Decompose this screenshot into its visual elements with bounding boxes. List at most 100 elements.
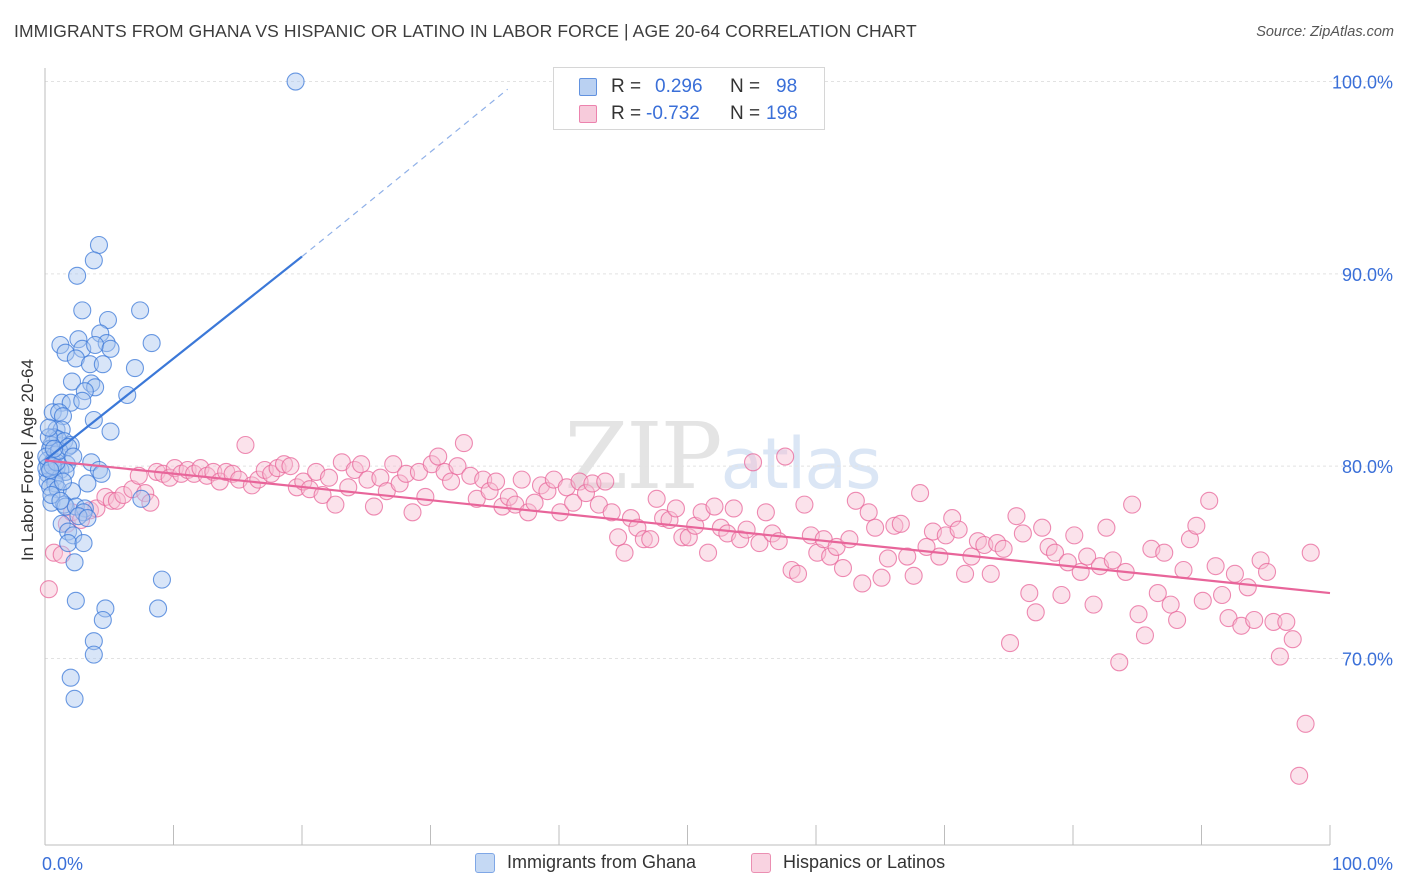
hispanic-point [519,503,538,522]
hispanic-point [641,530,660,549]
ghana-point [84,645,103,664]
ghana-point [93,610,112,630]
ghana-point [53,472,73,491]
hispanic-point [654,509,673,528]
ghana-point [131,301,150,320]
hispanic-point [442,472,461,491]
hispanic-point [1187,516,1206,535]
ghana-point [149,599,168,618]
hispanic-point [1200,491,1219,510]
ghana-point [56,497,75,516]
hispanic-point [788,564,808,583]
hispanic-point [326,495,345,514]
hispanic-point [679,528,698,547]
hispanic-point [313,485,332,505]
hispanic-point [1283,630,1302,649]
hispanic-point [416,487,435,506]
ghana-point [78,474,97,493]
chart-title: IMMIGRANTS FROM GHANA VS HISPANIC OR LAT… [14,21,917,41]
hispanic-point [731,530,750,549]
hispanic-point [1238,578,1257,597]
hispanic-point [840,530,859,549]
legend-item-hispanic: Hispanics or Latinos [751,852,945,873]
hispanic-point [615,543,634,562]
x-tick-label: 100.0% [1332,854,1393,874]
hispanic-point [1148,584,1167,603]
hispanic-point [499,487,518,506]
hispanic-point [512,470,531,489]
hispanic-point [872,568,891,587]
hispanic-point [930,547,949,566]
hispanic-point [634,530,653,549]
ghana-point [65,689,84,708]
legend-label-ghana: Immigrants from Ghana [507,852,697,872]
hispanic-point [1161,595,1180,614]
hispanic-point [609,528,628,547]
hispanic-point [981,564,1000,583]
hispanic-point [1026,603,1045,622]
ghana-point [80,355,100,374]
hispanic-point [743,453,763,472]
hispanic-point [1013,524,1032,543]
ghana-point [61,668,80,687]
hispanic-point [1257,562,1277,581]
hispanic-point [281,457,300,476]
ghana-point [69,330,88,349]
hispanic-point [454,434,473,453]
ghana-point [39,428,58,447]
hispanic-point [1103,551,1122,570]
hispanic-point [564,493,583,512]
legend-r-label: R = [611,103,642,124]
legend-swatch-blue [475,852,495,873]
hispanic-point [853,574,872,593]
hispanic-point [384,455,403,474]
hispanic-point [486,472,506,491]
hispanic-point [1174,560,1193,580]
hispanic-point [596,472,615,491]
legend-item-ghana: Immigrants from Ghana [475,852,696,873]
hispanic-point [204,462,223,481]
ghana-point [69,507,88,526]
hispanic-point [628,518,647,537]
ghana-point [96,599,115,618]
hispanic-point [756,503,775,522]
hispanic-point [102,491,121,510]
legend-swatch-pink [751,852,771,873]
hispanic-point [943,509,962,528]
ghana-point [61,435,80,455]
ghana-point [132,489,151,508]
hispanic-point [647,489,666,508]
hispanic-point [602,503,621,522]
hispanic-point [1206,557,1225,576]
ghana-point [43,403,62,422]
ghana-point [101,422,120,441]
ghana-point [61,393,80,412]
hispanic-point [274,455,294,474]
hispanic-point [846,491,865,510]
legend-n-value: 198 [766,103,798,124]
hispanic-point [538,482,557,501]
correlation-legend: R = 0.296 N = 98 R = -0.732 N = 198 [553,67,825,130]
ghana-point [84,632,103,651]
hispanic-point [1168,610,1187,630]
chart-source: Source: ZipAtlas.com [1256,24,1394,40]
ghana-point [84,251,103,270]
ghana-trend-line [44,255,303,462]
hispanic-point [1155,543,1174,562]
hispanic-point [776,447,795,466]
ghana-point [91,324,110,343]
hispanic-point [403,503,422,522]
y-tick-label: 70.0% [1342,649,1393,669]
legend-n-label: N = [730,103,761,124]
legend-swatch-pink [579,105,597,123]
hispanic-point [141,493,160,512]
ghana-point [64,447,83,466]
legend-swatch-blue [579,78,597,96]
hispanic-point [576,484,596,503]
ghana-point [59,534,78,553]
hispanic-point [1110,653,1129,672]
ghana-point [152,570,171,589]
ghana-point [73,391,92,410]
hispanic-point [1193,591,1212,610]
hispanic-point [480,482,499,501]
